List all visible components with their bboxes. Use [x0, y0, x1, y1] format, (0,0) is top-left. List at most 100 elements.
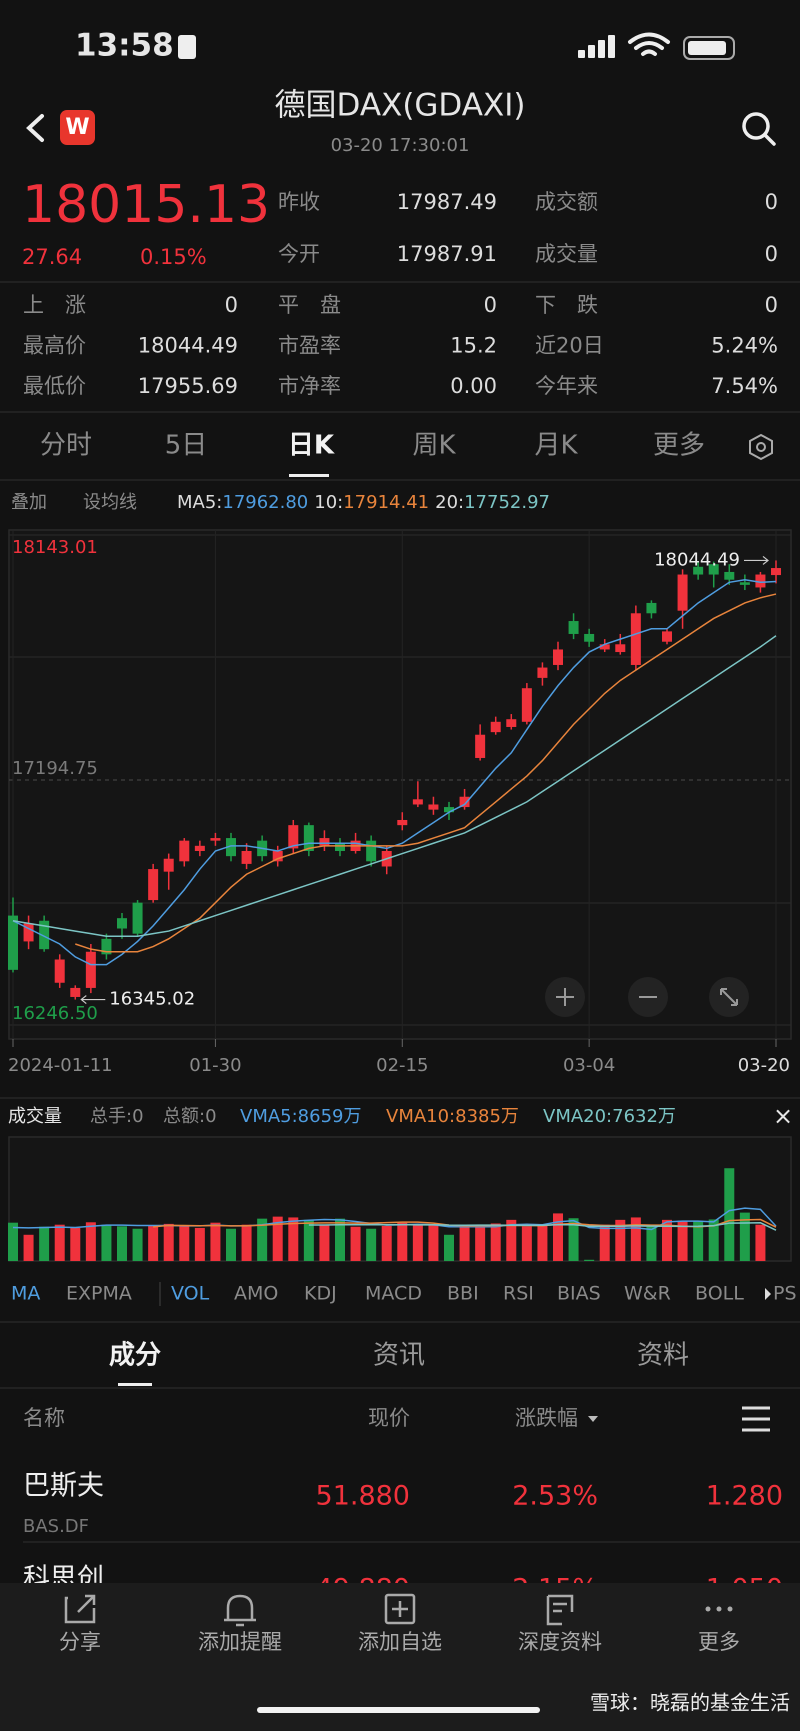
- back-button[interactable]: [26, 114, 44, 142]
- candle-body: [226, 838, 236, 857]
- y-tick-label: 18143.01: [12, 537, 98, 558]
- nav-item[interactable]: 深度资料: [518, 1630, 602, 1654]
- volume-bar: [8, 1222, 18, 1261]
- more-dot: [716, 1606, 722, 1612]
- indicator-tab[interactable]: MACD: [365, 1283, 422, 1305]
- chart-settings[interactable]: [749, 433, 773, 461]
- candle-body: [537, 667, 548, 678]
- stat-label: 市净率: [278, 374, 341, 398]
- period-tab[interactable]: 月K: [534, 431, 578, 461]
- indicator-tab[interactable]: W&R: [624, 1283, 671, 1305]
- indicator-tab[interactable]: BBI: [447, 1283, 479, 1305]
- column-header[interactable]: 现价: [368, 1406, 410, 1430]
- stat-label: 上 涨: [23, 293, 86, 317]
- signal-bar: [608, 35, 615, 58]
- volume-bar: [553, 1213, 563, 1261]
- low-annotation: 16345.02: [109, 989, 195, 1010]
- volume-bar: [459, 1225, 470, 1261]
- volume-title: 成交量: [8, 1106, 62, 1127]
- overlay-button[interactable]: 叠加: [11, 492, 47, 513]
- active-tab-indicator: [289, 474, 329, 477]
- status-time: 13:58: [75, 28, 174, 64]
- section-tab[interactable]: 成分: [109, 1341, 161, 1371]
- candle-body: [39, 920, 50, 950]
- column-header[interactable]: 涨跌幅: [515, 1406, 578, 1430]
- volume-bar: [303, 1219, 314, 1261]
- table-row[interactable]: 巴斯夫 BAS.DF 51.880 2.53% 1.280: [23, 1471, 800, 1543]
- research-icon: [546, 1594, 574, 1626]
- volume-bar: [412, 1225, 423, 1261]
- indicator-tab[interactable]: MA: [11, 1283, 40, 1305]
- price-change-pct: 0.15%: [140, 245, 207, 269]
- ma-name: 10:: [314, 492, 343, 513]
- volume-bar: [381, 1225, 392, 1261]
- volume-bar: [677, 1220, 688, 1261]
- indicator-tab[interactable]: RSI: [503, 1283, 534, 1305]
- volume-bar: [226, 1228, 236, 1261]
- candle-body: [739, 582, 750, 585]
- stock-change: 1.280: [706, 1481, 783, 1512]
- stat-value: 18044.49: [138, 334, 238, 358]
- period-tab[interactable]: 更多: [653, 431, 705, 461]
- stat-value: 5.24%: [711, 334, 778, 358]
- column-menu[interactable]: [742, 1406, 770, 1432]
- period-tab[interactable]: 5日: [165, 431, 208, 461]
- period-tab[interactable]: 日K: [288, 431, 335, 461]
- settings-icon[interactable]: [749, 433, 773, 461]
- stat-label: 最高价: [23, 334, 86, 358]
- candle-body: [724, 571, 735, 580]
- candle-body: [366, 840, 377, 862]
- indicator-tab[interactable]: BIAS: [557, 1283, 601, 1305]
- indicator-tab[interactable]: PS: [773, 1283, 797, 1305]
- candle-body: [412, 799, 423, 805]
- volume-bar: [599, 1224, 610, 1261]
- nav-item[interactable]: 分享: [59, 1630, 101, 1654]
- volume-bar: [366, 1228, 377, 1261]
- stat-label: 今年来: [535, 374, 598, 398]
- candle-body: [459, 796, 470, 808]
- indicator-tab[interactable]: EXPMA: [66, 1283, 132, 1305]
- candle-body: [70, 987, 81, 997]
- section-tab[interactable]: 资料: [637, 1341, 689, 1371]
- period-tab[interactable]: 分时: [40, 431, 92, 461]
- volume-bar: [584, 1259, 595, 1261]
- candle-body: [506, 719, 517, 727]
- set-ma-button[interactable]: 设均线: [83, 492, 137, 513]
- nav-item[interactable]: 更多: [698, 1630, 740, 1654]
- indicator-tab[interactable]: KDJ: [304, 1283, 337, 1305]
- x-tick-label: 03-20: [738, 1055, 790, 1076]
- ma-legend: MA5:17962.80 10:17914.41 20:17752.97: [177, 492, 550, 513]
- ma-value: 17752.97: [464, 492, 550, 513]
- search-handle: [763, 133, 776, 146]
- indicator-tab[interactable]: AMO: [234, 1283, 278, 1305]
- candle-body: [662, 631, 672, 642]
- section-tab[interactable]: 资讯: [373, 1341, 425, 1371]
- close-button[interactable]: ×: [773, 1102, 793, 1130]
- home-indicator: [257, 1707, 540, 1713]
- volume-bar: [288, 1217, 299, 1261]
- volume-bar: [506, 1219, 517, 1261]
- volume-bar: [132, 1228, 143, 1261]
- volume-bar: [708, 1219, 719, 1261]
- candle-body: [568, 621, 579, 634]
- total-hands: 总手:0: [90, 1106, 144, 1127]
- search-button[interactable]: [742, 112, 770, 140]
- candle-body: [117, 918, 127, 929]
- volume-bar: [693, 1221, 704, 1261]
- indicator-tab[interactable]: BOLL: [695, 1283, 744, 1305]
- candle-body: [584, 633, 595, 642]
- x-tick-label: 02-15: [376, 1055, 428, 1076]
- candle-body: [272, 850, 283, 862]
- candle-body: [8, 915, 18, 970]
- battery: [683, 36, 735, 60]
- nav-item[interactable]: 添加提醒: [198, 1630, 282, 1654]
- signal-bar: [598, 40, 605, 58]
- stat-value: 7.54%: [711, 374, 778, 398]
- watermark: 雪球：晓磊的基金生活: [590, 1691, 790, 1715]
- more-dot: [727, 1606, 733, 1612]
- indicator-tab[interactable]: VOL: [171, 1283, 210, 1305]
- period-tab[interactable]: 周K: [412, 431, 456, 461]
- stat-value: 17987.91: [397, 242, 497, 266]
- nav-item[interactable]: 添加自选: [358, 1630, 442, 1654]
